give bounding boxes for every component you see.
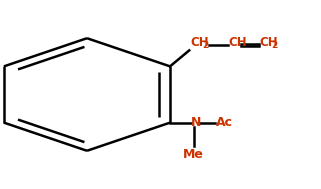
Text: Me: Me bbox=[183, 148, 204, 161]
Text: 2: 2 bbox=[272, 41, 278, 50]
Text: CH: CH bbox=[190, 36, 209, 49]
Text: CH: CH bbox=[259, 36, 278, 49]
Text: N: N bbox=[191, 116, 201, 129]
Text: CH: CH bbox=[229, 36, 247, 49]
Text: 2: 2 bbox=[202, 41, 209, 50]
Text: Ac: Ac bbox=[216, 116, 233, 129]
